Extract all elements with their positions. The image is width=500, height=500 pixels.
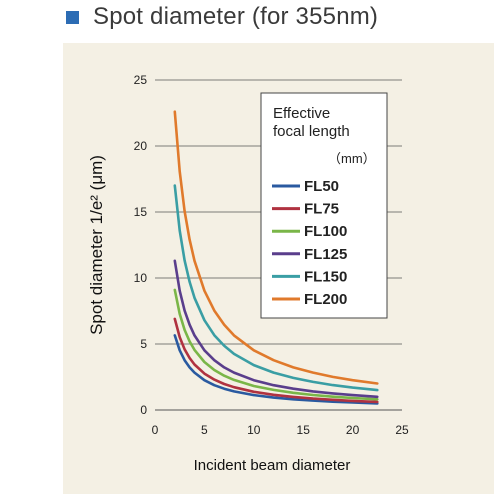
chart-title: Spot diameter (for 355nm) <box>93 3 379 30</box>
series-line-fl100 <box>173 288 379 401</box>
legend-title-line2: focal length <box>273 123 350 140</box>
legend-items: FL50 FL75 FL100 FL125 FL150 FL200 <box>272 178 347 308</box>
legend-unit: （mm） <box>328 151 376 166</box>
legend-title-line1: Effective <box>273 105 330 122</box>
legend: Effective focal length （mm） FL50 FL75 FL10… <box>260 92 388 319</box>
x-tick-label: 5 <box>201 423 208 437</box>
x-tick-label: 10 <box>247 423 261 437</box>
y-tick-label: 0 <box>140 403 147 417</box>
series-lines <box>173 110 379 405</box>
series-line-fl50 <box>173 334 379 405</box>
y-axis-label: Spot diameter 1/e² (μm) <box>87 155 106 335</box>
tick-labels: 0 5 10 15 20 25 0 5 10 15 20 25 <box>134 73 409 437</box>
legend-label-fl125: FL125 <box>304 246 347 263</box>
legend-label-fl75: FL75 <box>304 201 339 218</box>
legend-label-fl100: FL100 <box>304 223 347 240</box>
y-tick-label: 25 <box>134 73 148 87</box>
title-square-icon <box>66 10 79 24</box>
chart-header: Spot diameter (for 355nm) <box>66 2 378 32</box>
legend-box <box>260 92 388 319</box>
x-tick-label: 25 <box>395 423 409 437</box>
series-line-fl200 <box>173 110 379 385</box>
y-tick-label: 15 <box>134 205 148 219</box>
y-tick-label: 5 <box>140 337 147 351</box>
x-tick-label: 20 <box>346 423 360 437</box>
legend-label-fl150: FL150 <box>304 268 347 285</box>
y-tick-label: 20 <box>134 139 148 153</box>
series-line-fl125 <box>173 259 379 399</box>
x-tick-label: 15 <box>297 423 311 437</box>
legend-label-fl200: FL200 <box>304 291 347 308</box>
series-line-fl75 <box>173 317 379 404</box>
legend-label-fl50: FL50 <box>304 178 339 195</box>
x-tick-label: 0 <box>152 423 159 437</box>
series-line-fl150 <box>173 184 379 392</box>
y-tick-label: 10 <box>134 271 148 285</box>
x-axis-label: Incident beam diameter <box>194 457 351 474</box>
